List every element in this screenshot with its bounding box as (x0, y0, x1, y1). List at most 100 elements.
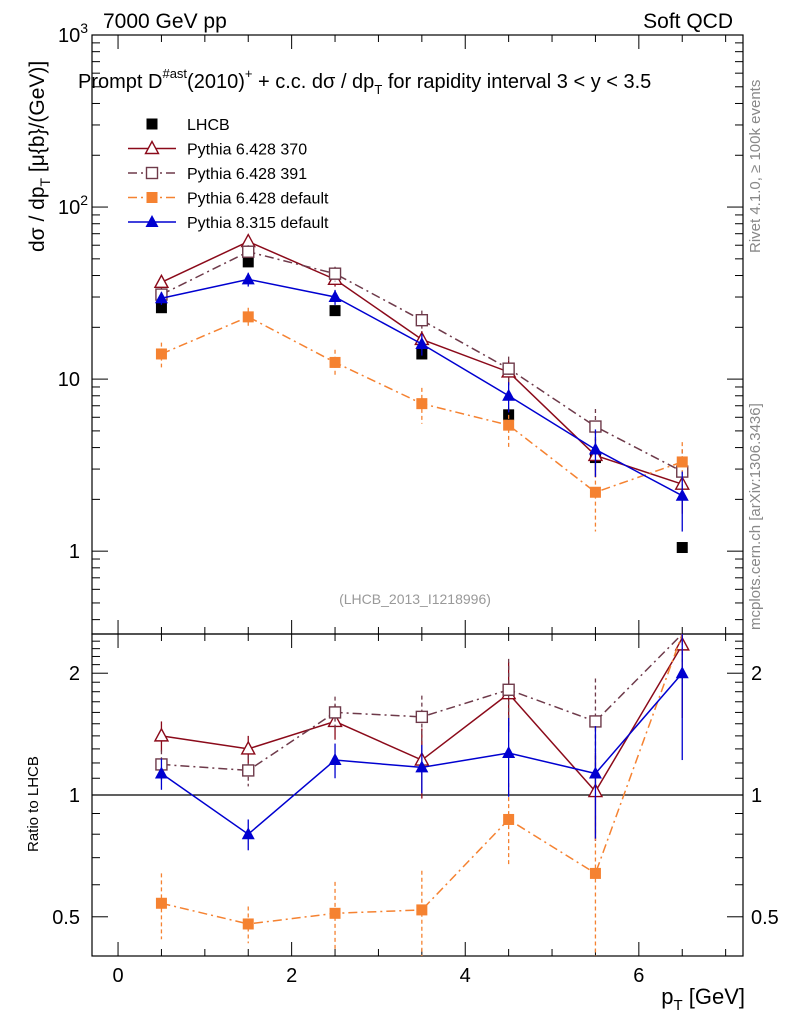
title-sup2: + (245, 66, 253, 81)
legend-marker (144, 140, 160, 155)
legend-marker (146, 118, 158, 130)
data-point (589, 486, 601, 498)
series-pythia-6-428-391 (155, 245, 689, 504)
mcplots-label: mcplots.cern.ch [arXiv:1306.3436] (747, 403, 764, 630)
data-point (242, 311, 254, 323)
x-tick-label: 4 (460, 965, 471, 987)
legend-label: Pythia 6.428 370 (187, 142, 307, 159)
data-point (153, 727, 170, 742)
ratio-series-layer (153, 633, 690, 956)
data-point (675, 666, 689, 679)
data-point (589, 867, 601, 879)
legend-entry: Pythia 6.428 default (128, 191, 329, 208)
data-point (588, 442, 602, 455)
analysis-label: (LHCB_2013_I1218996) (339, 591, 491, 607)
x-label-a: p (661, 984, 673, 1009)
data-point (240, 233, 256, 248)
data-point (241, 272, 255, 285)
title-tail: for rapidity interval 3 < y < 3.5 (382, 71, 651, 93)
data-point (675, 488, 689, 501)
ratio-y-tick-label: 0.5 (52, 907, 80, 929)
data-point (328, 267, 342, 280)
title-sub: T (374, 82, 382, 97)
main-y-label-sub: T (37, 177, 53, 186)
main-axis-ticks: 1 10 102 103 (58, 20, 743, 634)
main-y-tick-label: 102 (58, 192, 88, 219)
legend-entry: LHCB (146, 117, 230, 134)
ratio-y-tick-label-right: 2 (751, 663, 762, 685)
data-point (416, 398, 428, 410)
data-point (155, 348, 167, 360)
data-point (588, 766, 602, 779)
series-pythia-6-428-370 (153, 634, 690, 841)
data-point (241, 827, 255, 840)
legend-label: Pythia 6.428 default (187, 191, 329, 208)
data-point (329, 356, 341, 368)
ratio-y-tick-label-right: 1 (751, 785, 762, 807)
series-pythia-8-315-default (154, 634, 689, 851)
x-tick-label: 6 (633, 965, 644, 987)
data-point (242, 256, 254, 268)
data-point (155, 302, 167, 314)
title-mid: (2010) (187, 71, 245, 93)
data-point (415, 760, 429, 773)
data-point (502, 683, 515, 696)
legend-label: Pythia 8.315 default (187, 215, 329, 232)
data-point (242, 918, 254, 930)
main-y-label-a: dσ / dp (26, 186, 49, 252)
plot-title: Prompt D#ast(2010)+ + c.c. dσ / dpT for … (78, 66, 651, 97)
legend-entry: Pythia 6.428 370 (128, 140, 307, 159)
legend-label: Pythia 6.428 391 (187, 166, 307, 183)
data-point (416, 904, 428, 916)
data-point (154, 291, 168, 304)
title-sup1: #ast (162, 66, 187, 81)
main-series-layer (153, 233, 690, 554)
series-pythia-6-428-370 (153, 233, 690, 514)
data-point (242, 764, 255, 777)
data-point (503, 813, 515, 825)
series-pythia-8-315-default (154, 272, 689, 532)
data-point (589, 715, 602, 728)
header-left: 7000 GeV pp (103, 10, 227, 33)
title-rest: + c.c. dσ / dp (252, 71, 374, 93)
data-point (240, 740, 256, 755)
data-point (503, 409, 515, 421)
legend-entry: Pythia 6.428 391 (128, 166, 307, 183)
ratio-axis-ticks: 0.5 0.5 1 1 2 2 0 2 4 6 (52, 633, 779, 987)
legend-marker (145, 215, 159, 227)
legend-marker (146, 192, 158, 203)
header-right: Soft QCD (643, 10, 733, 33)
data-point (153, 273, 170, 289)
data-point (329, 907, 341, 919)
rivet-version-label: Rivet 4.1.0, ≥ 100k events (747, 80, 764, 253)
main-y-axis-label: dσ / dpT [μ{b}/(GeV)] (26, 61, 53, 252)
data-point (503, 419, 515, 431)
legend-entry: Pythia 8.315 default (128, 215, 329, 232)
data-point (329, 305, 341, 317)
series-line (161, 250, 683, 473)
data-point (155, 897, 167, 909)
legend: LHCB Pythia 6.428 370 Pythia 6.428 391 Pyth… (128, 117, 329, 232)
legend-label: LHCB (187, 117, 230, 134)
ratio-y-tick-label: 1 (69, 785, 80, 807)
x-label-b: [GeV] (683, 984, 745, 1009)
x-tick-label: 2 (286, 965, 297, 987)
x-axis-label: pT [GeV] (661, 984, 745, 1014)
data-point (328, 706, 342, 719)
series-line (161, 240, 683, 485)
data-point (502, 388, 516, 401)
data-point (502, 746, 516, 759)
data-point (154, 766, 168, 779)
data-point (415, 336, 429, 349)
main-y-tick-label: 10 (58, 369, 80, 391)
data-point (415, 313, 429, 327)
data-point (676, 542, 688, 554)
title-prefix: Prompt D (78, 71, 162, 93)
main-y-tick-label: 103 (58, 20, 88, 47)
data-point (328, 290, 342, 303)
data-point (415, 710, 429, 724)
ratio-y-axis-label: Ratio to LHCB (25, 756, 42, 852)
data-point (502, 362, 515, 375)
ratio-y-tick-label-right: 0.5 (751, 907, 779, 929)
